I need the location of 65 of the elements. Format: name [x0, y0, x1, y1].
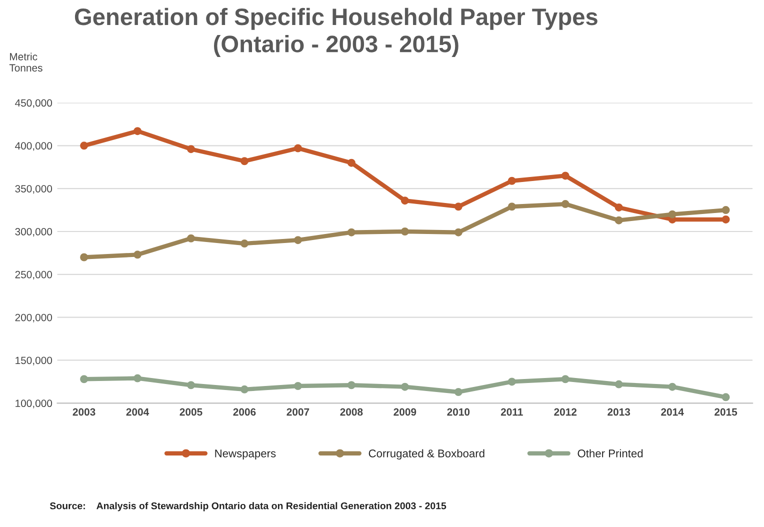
point	[80, 253, 88, 262]
x-tick-label: 2005	[180, 408, 202, 416]
y-tick-label: 200,000	[15, 314, 52, 322]
y-tick-label: 150,000	[16, 356, 52, 366]
x-tick-label: 2009	[394, 408, 416, 416]
point	[668, 382, 676, 391]
point	[614, 203, 623, 212]
point	[508, 202, 516, 211]
point	[454, 228, 462, 236]
point	[294, 144, 302, 152]
point	[722, 215, 730, 224]
point	[294, 382, 302, 390]
point	[454, 388, 462, 396]
y-axis-title: Metric Tonnes	[9, 52, 42, 72]
point	[347, 228, 356, 236]
y-tick-label: 400,000	[15, 142, 52, 151]
point	[347, 158, 356, 167]
y-tick-label: 300,000	[15, 228, 52, 237]
point	[561, 200, 570, 208]
point	[722, 393, 730, 402]
x-tick-label: 2010	[447, 408, 470, 416]
point	[240, 385, 248, 394]
point	[240, 240, 248, 248]
y-tick-label: 100,000	[16, 400, 52, 408]
point	[240, 157, 248, 166]
x-tick-label: 2007	[286, 408, 310, 416]
point	[187, 381, 195, 390]
point	[614, 216, 623, 224]
point	[80, 142, 88, 150]
point	[347, 381, 356, 390]
point	[508, 378, 516, 386]
point	[187, 234, 195, 242]
point	[508, 176, 516, 185]
point	[134, 127, 142, 136]
y-tick-label: 350,000	[15, 185, 52, 194]
x-tick-label: 2006	[233, 408, 256, 416]
point	[722, 206, 730, 214]
point	[400, 196, 409, 205]
x-tick-label: 2014	[661, 408, 684, 416]
point	[561, 375, 570, 384]
x-tick-label: 2011	[500, 408, 523, 416]
point	[561, 172, 570, 180]
x-tick-label: 2012	[554, 408, 577, 416]
source-note: Source: Analysis of Stewardship Ontario data on Residential Generation 2003 - 2015	[50, 502, 446, 512]
x-tick-label: 2004	[126, 408, 150, 416]
legend-label: Other Printed	[578, 449, 643, 458]
x-tick-label: 2013	[608, 408, 630, 416]
x-tick-label: 2003	[72, 408, 96, 416]
point	[134, 250, 142, 259]
legend-label: Newspapers	[215, 450, 276, 460]
point	[400, 382, 409, 391]
y-tick-label: 450,000	[15, 99, 52, 108]
y-tick-label: 250,000	[15, 270, 52, 280]
point	[294, 236, 302, 244]
point	[134, 374, 142, 382]
point	[400, 228, 409, 236]
point	[80, 375, 88, 384]
point	[668, 210, 676, 218]
point	[454, 202, 462, 211]
x-tick-label: 2015	[714, 408, 738, 416]
point	[614, 380, 623, 388]
point	[187, 145, 195, 154]
chart-title: Generation of Specific Household Paper Types (Ontario - 2003 - 2015)	[74, 8, 598, 58]
legend-label: Corrugated & Boxboard	[368, 449, 484, 460]
x-tick-label: 2008	[340, 408, 363, 416]
